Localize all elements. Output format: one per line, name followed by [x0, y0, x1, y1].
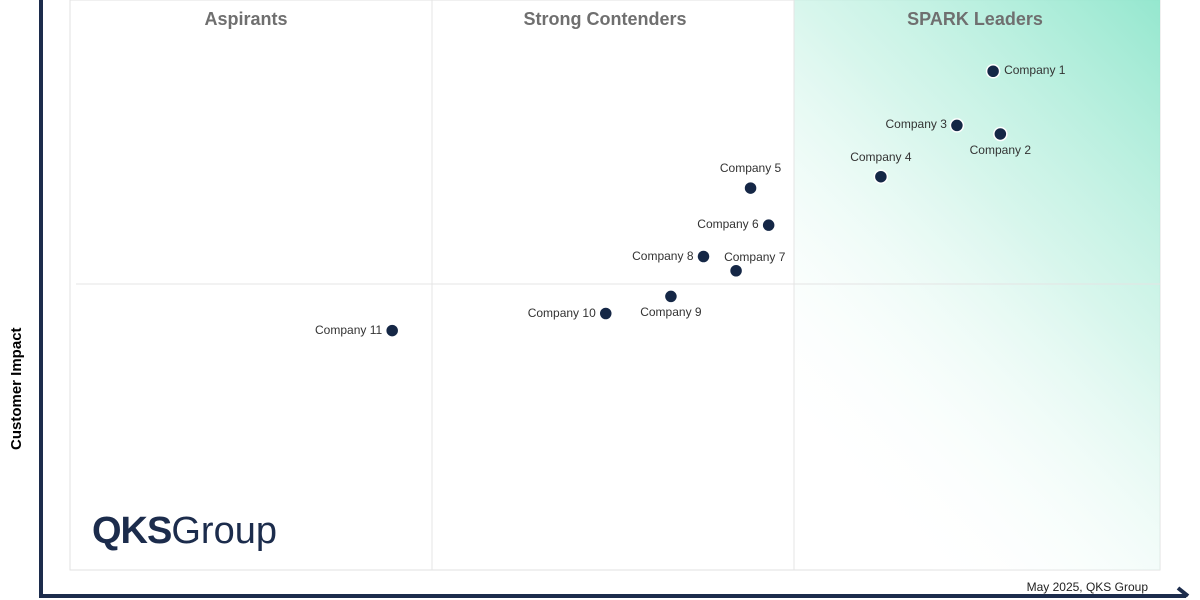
- point-company-10: [598, 306, 614, 321]
- leaders-highlight: [794, 0, 1160, 570]
- points-layer: [384, 64, 1008, 338]
- quadrant-title-aspirants: Aspirants: [204, 9, 288, 29]
- point-label-company-4: Company 4: [850, 149, 912, 164]
- logo-group: Group: [171, 510, 277, 552]
- point-label-company-8: Company 8: [632, 248, 694, 263]
- point-company-11: [384, 323, 400, 338]
- point-company-6: [761, 217, 776, 233]
- point-label-company-11: Company 11: [315, 322, 383, 337]
- quadrant-title-leaders: SPARK Leaders: [907, 9, 1043, 29]
- point-label-company-10: Company 10: [527, 305, 596, 320]
- point-label-company-1: Company 1: [1004, 63, 1066, 78]
- footer-date-source: May 2025, QKS Group: [1026, 580, 1148, 594]
- point-label-company-2: Company 2: [969, 142, 1032, 157]
- point-company-7: [728, 263, 744, 278]
- point-label-company-9: Company 9: [640, 305, 702, 320]
- logo-qks: QKS: [92, 510, 172, 552]
- point-company-9: [663, 289, 679, 304]
- y-axis-label: Customer Impact: [8, 327, 25, 450]
- point-company-5: [743, 180, 758, 196]
- quadrant-title-strong-contenders: Strong Contenders: [523, 9, 687, 29]
- point-label-company-6: Company 6: [697, 217, 759, 232]
- point-label-company-3: Company 3: [885, 117, 947, 132]
- point-company-4: [873, 169, 889, 184]
- point-label-company-5: Company 5: [719, 161, 782, 176]
- point-company-2: [993, 126, 1008, 142]
- point-company-3: [949, 118, 965, 133]
- qks-group-logo: QKSGroup: [92, 510, 277, 553]
- point-company-8: [696, 249, 711, 264]
- point-label-company-7: Company 7: [724, 249, 786, 264]
- x-axis-arrowhead: [1176, 586, 1190, 598]
- point-company-1: [985, 64, 1001, 79]
